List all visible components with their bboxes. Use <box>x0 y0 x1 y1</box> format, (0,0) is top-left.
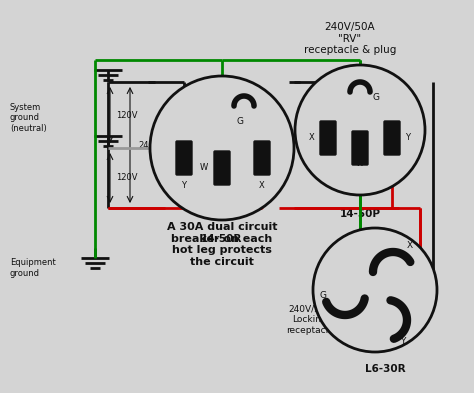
Text: Y: Y <box>405 134 410 143</box>
Text: L6-30R: L6-30R <box>365 364 405 374</box>
Text: W: W <box>356 160 364 169</box>
Text: System
ground
(neutral): System ground (neutral) <box>10 103 47 133</box>
Text: Y: Y <box>401 338 406 347</box>
Text: G: G <box>319 290 327 299</box>
Text: X: X <box>309 134 315 143</box>
Text: 14-50P: 14-50P <box>339 209 381 219</box>
Text: 240V/50A
"RV"
receptacle & plug: 240V/50A "RV" receptacle & plug <box>304 22 396 55</box>
Text: 240V/30A
Locking
receptacle: 240V/30A Locking receptacle <box>286 305 334 335</box>
FancyBboxPatch shape <box>214 151 230 185</box>
Text: Y: Y <box>182 182 186 191</box>
Text: 120V: 120V <box>116 173 137 182</box>
FancyBboxPatch shape <box>176 141 192 175</box>
Text: G: G <box>237 118 244 127</box>
Circle shape <box>295 65 425 195</box>
Text: X: X <box>407 241 413 250</box>
Text: A 30A dual circuit
breaker on each
hot leg protects
the circuit: A 30A dual circuit breaker on each hot l… <box>167 222 277 267</box>
FancyBboxPatch shape <box>384 121 400 155</box>
Text: X: X <box>259 182 265 191</box>
Text: W: W <box>200 163 208 173</box>
FancyBboxPatch shape <box>254 141 270 175</box>
Text: G: G <box>373 92 380 101</box>
Text: 240V: 240V <box>138 141 159 149</box>
Text: Equipment
ground: Equipment ground <box>10 258 56 278</box>
FancyBboxPatch shape <box>320 121 336 155</box>
Circle shape <box>313 228 437 352</box>
FancyBboxPatch shape <box>352 131 368 165</box>
Circle shape <box>150 76 294 220</box>
Text: 120V: 120V <box>116 110 137 119</box>
Text: 14-50R: 14-50R <box>201 234 243 244</box>
